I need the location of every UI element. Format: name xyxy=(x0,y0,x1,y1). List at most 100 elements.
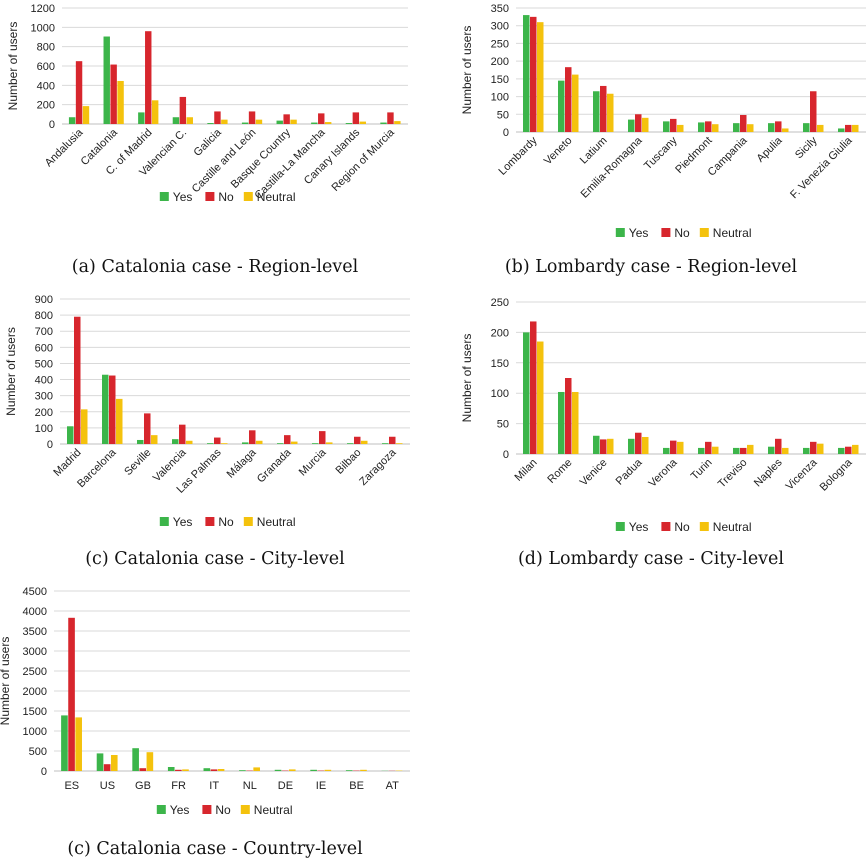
x-tick-label: ES xyxy=(64,780,79,792)
bar-neutral xyxy=(712,446,719,454)
y-tick-label: 100 xyxy=(491,92,509,104)
legend-label-neutral: Neutral xyxy=(713,226,752,240)
x-tick-label: Rome xyxy=(545,457,574,486)
bar-yes xyxy=(67,426,74,444)
legend-label-yes: Yes xyxy=(629,520,649,534)
bar-yes xyxy=(593,435,600,454)
bar-no xyxy=(670,440,677,454)
legend-label-neutral: Neutral xyxy=(713,520,752,534)
bar-no xyxy=(845,124,852,132)
legend-swatch-neutral xyxy=(243,517,253,526)
chart-svg-c: 0 100 200 300 400 500 600 700 800 900 Number of us… xyxy=(4,294,410,529)
y-tick-label: 100 xyxy=(491,388,509,400)
bar-neutral xyxy=(256,440,263,444)
x-tick-label: AT xyxy=(386,780,400,792)
bar-yes xyxy=(61,715,68,771)
legend-swatch-no xyxy=(205,517,215,526)
bar-neutral xyxy=(642,117,649,132)
x-tick-label: Milan xyxy=(513,457,540,484)
chart-panel-d: 0 50 100 150 200 250 Number of users Milan Rome V… xyxy=(436,291,866,581)
x-tick-label: Sicily xyxy=(793,134,820,161)
legend-label-yes: Yes xyxy=(170,803,190,817)
bar-no xyxy=(179,96,187,124)
bar-yes xyxy=(68,117,76,124)
bar-no xyxy=(705,121,712,132)
bar-no xyxy=(145,31,152,125)
bar-yes xyxy=(347,443,354,444)
bar-no xyxy=(248,111,256,124)
y-tick-label: 500 xyxy=(29,746,47,758)
bar-neutral xyxy=(642,436,649,454)
y-tick-label: 700 xyxy=(35,326,53,338)
x-tick-label: Granada xyxy=(255,446,294,485)
bar-yes xyxy=(663,121,670,132)
bar-yes xyxy=(310,769,317,771)
bar-yes xyxy=(663,447,670,454)
y-tick-label: 500 xyxy=(35,358,53,370)
bar-no xyxy=(354,436,361,444)
bar-neutral xyxy=(747,444,754,454)
x-tick-label: Basque Country xyxy=(229,126,294,191)
bar-neutral xyxy=(110,755,118,771)
bar-yes xyxy=(345,123,353,124)
y-tick-label: 1200 xyxy=(31,3,55,15)
bar-neutral xyxy=(291,441,298,444)
bar-neutral xyxy=(151,100,159,124)
bar-no xyxy=(103,764,111,771)
x-tick-label: Barcelona xyxy=(75,446,119,490)
y-tick-label: 1000 xyxy=(23,726,47,738)
bar-neutral xyxy=(677,124,684,132)
bar-no xyxy=(179,424,186,444)
bar-no xyxy=(144,413,151,444)
chart-svg-e: 0 500 1000 1500 2000 2500 3000 3500 4000 4500 Numb… xyxy=(0,586,410,817)
bar-yes xyxy=(382,443,389,444)
caption-e: (c) Catalonia case - Country-level xyxy=(67,839,363,859)
x-tick-label: Murcia xyxy=(297,446,329,478)
y-tick-label: 150 xyxy=(491,358,509,370)
bar-yes xyxy=(311,122,318,124)
bar-no xyxy=(775,438,782,454)
bar-no xyxy=(600,85,607,132)
bar-no xyxy=(249,430,256,444)
y-tick-label: 3500 xyxy=(23,626,47,638)
legend-label-no: No xyxy=(674,226,690,240)
bar-neutral xyxy=(82,106,90,124)
legend-label-yes: Yes xyxy=(173,190,193,204)
y-tick-label: 350 xyxy=(491,3,509,15)
bar-no xyxy=(175,769,182,771)
x-tick-label: Emilia-Romagna xyxy=(579,134,646,201)
bar-no xyxy=(109,375,116,444)
x-tick-label: Naples xyxy=(752,456,785,489)
bar-neutral xyxy=(817,443,824,454)
legend-label-no: No xyxy=(218,190,234,204)
bar-neutral xyxy=(324,122,332,124)
bar-neutral xyxy=(607,93,614,132)
legend-swatch-neutral xyxy=(243,192,253,201)
bar-no xyxy=(210,769,218,771)
bar-yes xyxy=(203,768,211,771)
bar-yes xyxy=(207,443,214,444)
x-tick-label: Veneto xyxy=(542,135,575,168)
bar-no xyxy=(214,111,221,124)
x-tick-label: Latium xyxy=(578,135,610,167)
legend-swatch-neutral xyxy=(240,805,250,814)
bar-no xyxy=(810,91,817,132)
legend-label-no: No xyxy=(218,515,234,529)
bar-neutral xyxy=(572,391,579,454)
bar-no xyxy=(352,112,360,124)
legend-label-no: No xyxy=(215,803,231,817)
x-tick-label: Apulia xyxy=(755,134,786,165)
bar-no xyxy=(530,321,537,454)
x-tick-label: Andalusia xyxy=(43,126,86,169)
bar-neutral xyxy=(396,443,403,444)
y-tick-label: 100 xyxy=(35,423,53,435)
x-tick-label: IE xyxy=(316,780,326,792)
x-tick-label: Vicenza xyxy=(784,456,821,493)
bar-neutral xyxy=(81,409,88,444)
y-tick-label: 250 xyxy=(491,297,509,309)
caption-d: (d) Lombardy case - City-level xyxy=(517,549,785,569)
y-tick-label: 400 xyxy=(37,80,55,92)
legend-swatch-yes xyxy=(159,192,169,201)
legend-label-neutral: Neutral xyxy=(257,190,296,204)
chart-svg-b: 0 50 100 150 200 250 300 350 Number of users Lomb… xyxy=(460,3,866,240)
